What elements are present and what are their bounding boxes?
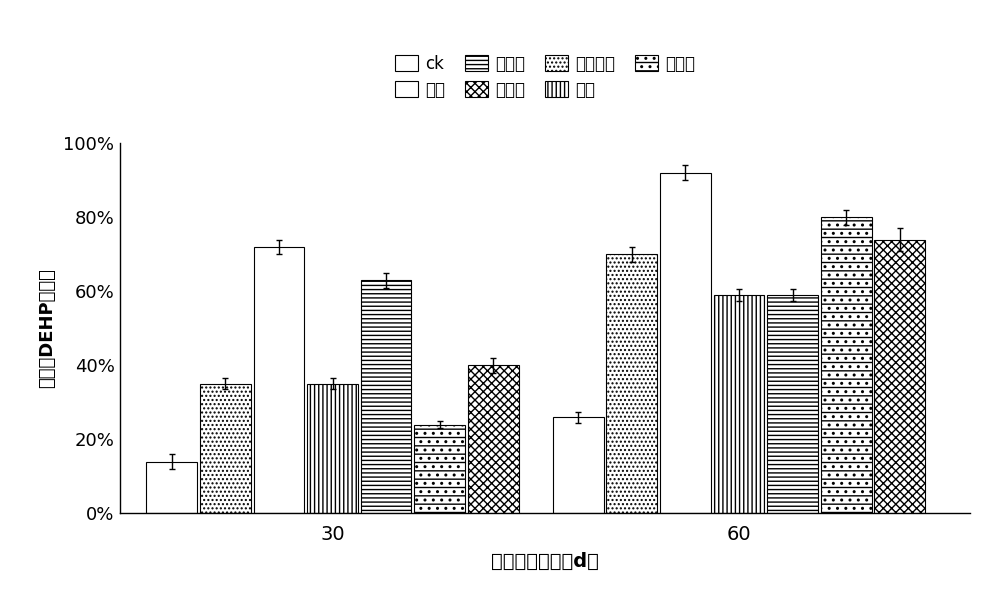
Bar	[200, 384, 251, 513]
X-axis label: 绿肥种植时间（d）: 绿肥种植时间（d）	[491, 552, 599, 571]
Bar	[821, 217, 872, 513]
Bar	[874, 239, 925, 513]
Bar	[767, 295, 818, 513]
Bar	[553, 417, 604, 513]
Bar	[254, 247, 304, 513]
Bar	[146, 461, 197, 513]
Bar	[307, 384, 358, 513]
Bar	[414, 424, 465, 513]
Bar	[606, 254, 657, 513]
Bar	[714, 295, 764, 513]
Legend: ck, 油菜, 毛茱子, 高丹草, 紫花苜蓿, 豌豆, 黑麦草: ck, 油菜, 毛茱子, 高丹草, 紫花苜蓿, 豌豆, 黑麦草	[388, 48, 702, 106]
Y-axis label: 土壤中DEHP去除率: 土壤中DEHP去除率	[38, 269, 56, 388]
Bar	[361, 280, 411, 513]
Bar	[660, 173, 711, 513]
Bar	[468, 365, 519, 513]
